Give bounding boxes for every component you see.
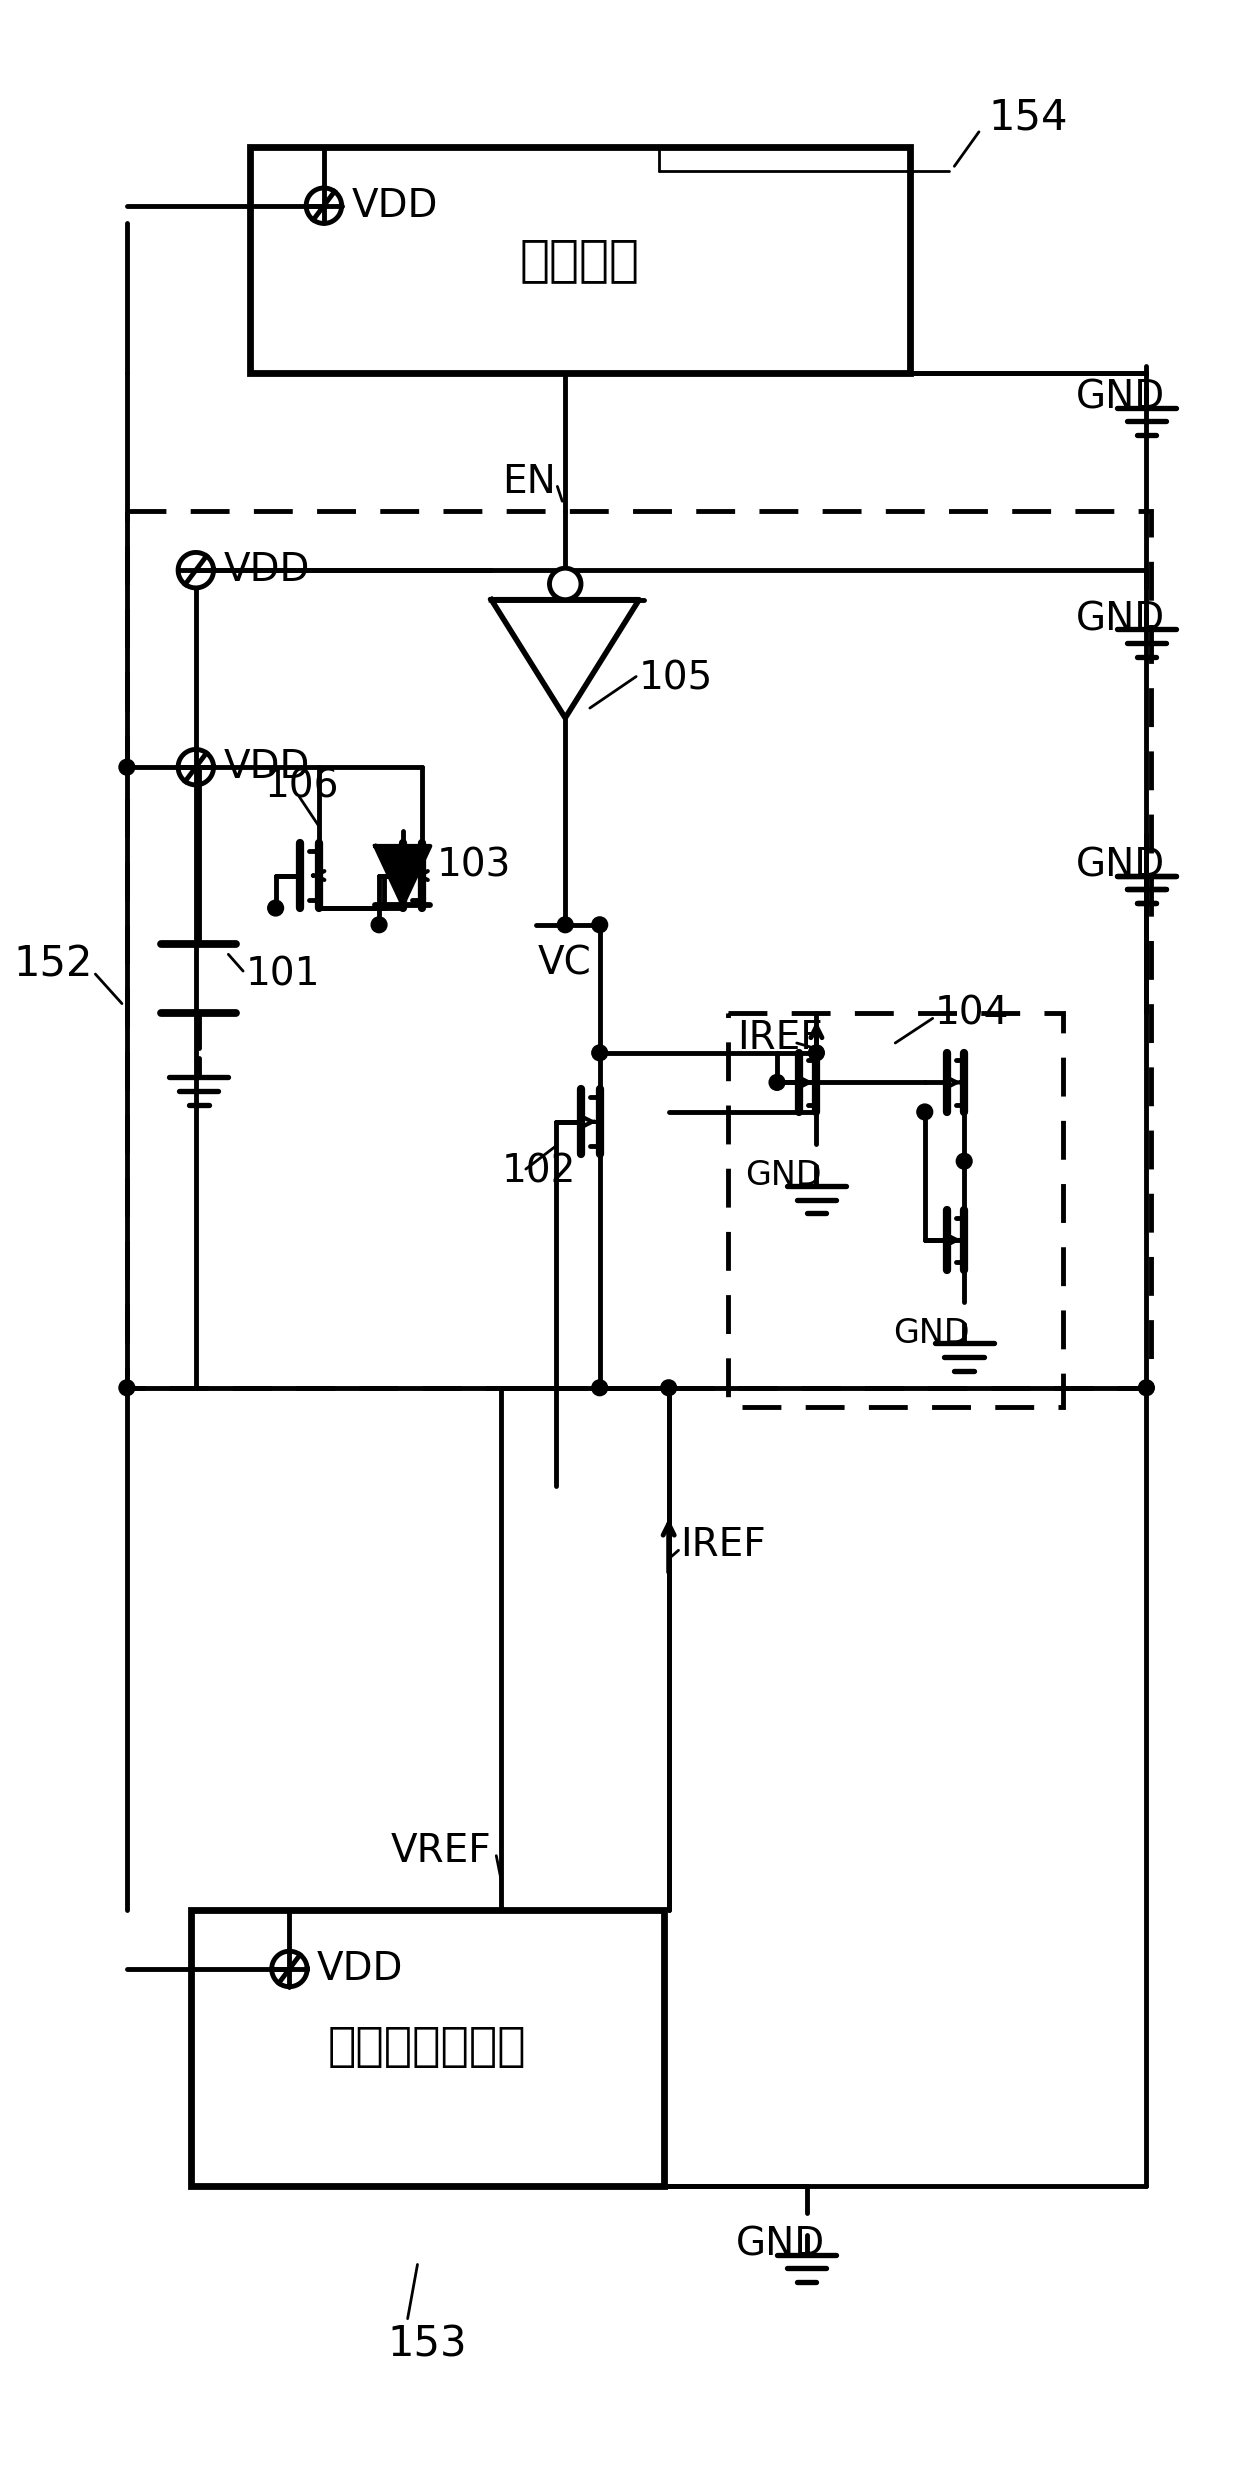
Text: GND: GND [1075, 380, 1164, 417]
Text: 106: 106 [265, 769, 340, 806]
Text: GND: GND [745, 1159, 822, 1193]
Circle shape [591, 1045, 608, 1062]
Text: GND: GND [893, 1317, 970, 1350]
Text: 154: 154 [988, 97, 1069, 139]
Bar [250, 146, 910, 372]
Text: 103: 103 [438, 846, 512, 886]
Circle shape [119, 759, 135, 774]
Text: VREF: VREF [391, 1831, 491, 1871]
Text: IREF: IREF [681, 1526, 766, 1566]
Circle shape [549, 568, 582, 600]
Text: IREF: IREF [738, 1020, 823, 1057]
Circle shape [557, 918, 573, 933]
Text: EN: EN [502, 461, 556, 501]
Circle shape [591, 1379, 608, 1397]
Bar [191, 1910, 663, 2186]
Text: GND: GND [1075, 846, 1164, 886]
Text: 153: 153 [388, 2325, 467, 2364]
Text: 基准电压电流源: 基准电压电流源 [329, 2024, 527, 2069]
Bar [728, 1012, 1063, 1407]
Text: 105: 105 [639, 660, 713, 697]
Circle shape [591, 918, 608, 933]
Text: VC: VC [538, 945, 591, 982]
Text: VDD: VDD [317, 1950, 403, 1987]
Text: 电子电路: 电子电路 [520, 236, 640, 283]
Text: 102: 102 [501, 1151, 575, 1191]
Text: VDD: VDD [351, 186, 438, 226]
Circle shape [956, 1154, 972, 1169]
Circle shape [769, 1074, 785, 1089]
Text: 101: 101 [246, 955, 321, 992]
Circle shape [371, 918, 387, 933]
Circle shape [661, 1379, 677, 1397]
Circle shape [119, 1379, 135, 1397]
Text: VDD: VDD [223, 749, 310, 786]
Text: VDD: VDD [223, 551, 310, 588]
Text: 104: 104 [935, 995, 1009, 1032]
Text: GND: GND [1075, 600, 1164, 638]
Text: 152: 152 [14, 943, 93, 985]
Bar [126, 511, 1152, 1387]
Circle shape [808, 1045, 825, 1062]
Circle shape [268, 901, 284, 915]
Circle shape [1138, 1379, 1154, 1397]
Text: GND: GND [735, 2225, 825, 2263]
Circle shape [916, 1104, 932, 1119]
Polygon shape [491, 600, 639, 717]
Polygon shape [376, 846, 430, 906]
